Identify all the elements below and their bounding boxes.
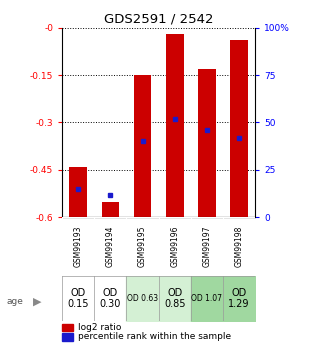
Text: age: age (6, 297, 23, 306)
Bar (198, 69, 216, 217)
Text: OD 1.07: OD 1.07 (191, 294, 222, 303)
Bar (69, 167, 87, 217)
Text: GSM99194: GSM99194 (106, 226, 115, 267)
Text: GSM99198: GSM99198 (234, 226, 244, 267)
Text: GSM99196: GSM99196 (170, 226, 179, 267)
Text: OD
0.30: OD 0.30 (100, 288, 121, 309)
Text: GSM99193: GSM99193 (74, 226, 83, 267)
Bar (102, 201, 119, 217)
Text: OD
1.29: OD 1.29 (228, 288, 250, 309)
Bar (134, 75, 151, 217)
Bar (166, 34, 183, 217)
Text: OD
0.15: OD 0.15 (67, 288, 89, 309)
Title: GDS2591 / 2542: GDS2591 / 2542 (104, 12, 213, 25)
Text: OD 0.63: OD 0.63 (127, 294, 158, 303)
Text: OD
0.85: OD 0.85 (164, 288, 185, 309)
Text: log2 ratio: log2 ratio (78, 323, 121, 332)
Text: GSM99197: GSM99197 (202, 226, 211, 267)
Text: percentile rank within the sample: percentile rank within the sample (78, 332, 231, 341)
Text: GSM99195: GSM99195 (138, 226, 147, 267)
Text: ▶: ▶ (33, 297, 42, 307)
Bar (230, 40, 248, 217)
